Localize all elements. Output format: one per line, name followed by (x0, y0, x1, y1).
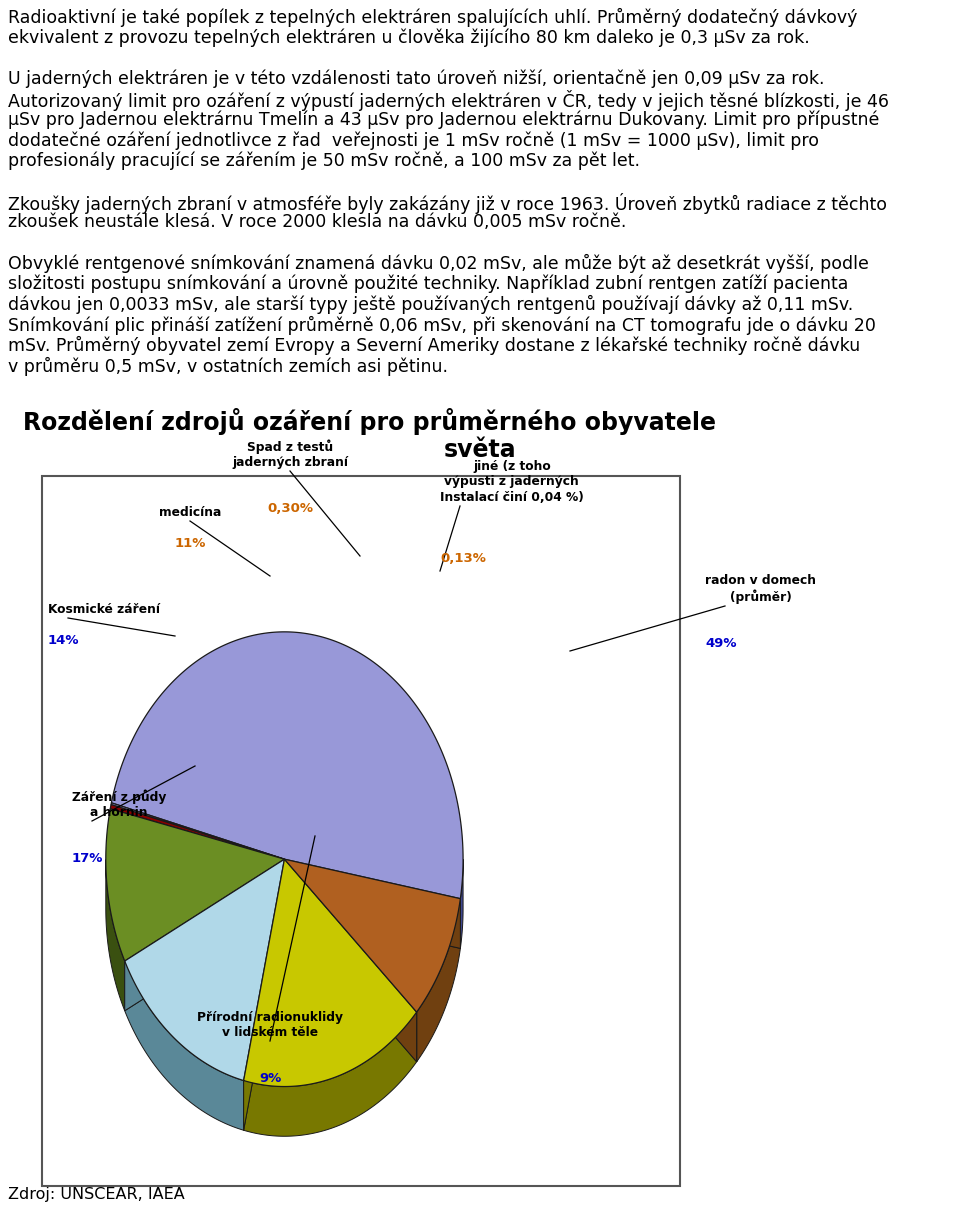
Polygon shape (111, 632, 463, 899)
Text: Snímkování plic přináší zatížení průměrně 0,06 mSv, při skenování na CT tomograf: Snímkování plic přináší zatížení průměrn… (8, 315, 876, 334)
Text: mSv. Průměrný obyvatel zemí Evropy a Severní Ameriky dostane z lékařské techniky: mSv. Průměrný obyvatel zemí Evropy a Sev… (8, 336, 860, 355)
Polygon shape (106, 809, 284, 961)
Polygon shape (284, 860, 417, 1062)
Text: Přírodní radionuklidy
v lidském těle: Přírodní radionuklidy v lidském těle (197, 1010, 343, 1038)
Text: Zdroj: UNSCEAR, IAEA: Zdroj: UNSCEAR, IAEA (8, 1187, 184, 1201)
Text: 11%: 11% (175, 537, 205, 550)
Polygon shape (125, 961, 244, 1130)
Text: 0,13%: 0,13% (440, 552, 486, 565)
Text: Zkoušky jaderných zbraní v atmosféře byly zakázány již v roce 1963. Úroveň zbytk: Zkoušky jaderných zbraní v atmosféře byl… (8, 192, 887, 214)
Text: dodatečné ozáření jednotlivce z řad  veřejnosti je 1 mSv ročně (1 mSv = 1000 μSv: dodatečné ozáření jednotlivce z řad veře… (8, 131, 819, 150)
Text: μSv pro Jadernou elektrárnu Tmelín a 43 μSv pro Jadernou elektrárnu Dukovany. Li: μSv pro Jadernou elektrárnu Tmelín a 43 … (8, 111, 879, 129)
Text: dávkou jen 0,0033 mSv, ale starší typy ještě používaných rentgenů používají dávk: dávkou jen 0,0033 mSv, ale starší typy j… (8, 295, 853, 314)
Polygon shape (284, 860, 461, 948)
Text: Rozdělení zdrojů ozáření pro průměrného obyvatele: Rozdělení zdrojů ozáření pro průměrného … (23, 407, 716, 435)
Polygon shape (284, 860, 417, 1062)
Text: Radioaktivní je také popílek z tepelných elektráren spalujících uhlí. Průměrný d: Radioaktivní je také popílek z tepelných… (8, 9, 857, 27)
Text: složitosti postupu snímkování a úrovně použité techniky. Například zubní rentgen: složitosti postupu snímkování a úrovně p… (8, 275, 849, 293)
Text: 9%: 9% (259, 1073, 281, 1085)
Text: ekvivalent z provozu tepelných elektráren u člověka žijícího 80 km daleko je 0,3: ekvivalent z provozu tepelných elektráre… (8, 28, 809, 47)
Polygon shape (125, 860, 284, 1010)
Text: jiné (z toho
výpusti z jaderných
Instalací činí 0,04 %): jiné (z toho výpusti z jaderných Instala… (440, 460, 584, 503)
Text: Spad z testů
jaderných zbraní: Spad z testů jaderných zbraní (232, 439, 348, 469)
Polygon shape (110, 805, 284, 860)
Text: Záření z půdy
a hornin: Záření z půdy a hornin (72, 789, 166, 820)
Polygon shape (244, 1012, 417, 1136)
Text: v průměru 0,5 mSv, v ostatních zemích asi pětinu.: v průměru 0,5 mSv, v ostatních zemích as… (8, 356, 448, 376)
Text: Kosmické záření: Kosmické záření (48, 603, 160, 617)
Polygon shape (244, 860, 417, 1087)
Bar (42, 475, 680, 1186)
Text: světa: světa (444, 438, 516, 462)
Polygon shape (461, 860, 463, 948)
Text: zkoušek neustále klesá. V roce 2000 klesla na dávku 0,005 mSv ročně.: zkoušek neustále klesá. V roce 2000 kles… (8, 213, 626, 231)
Text: 14%: 14% (48, 634, 80, 647)
Text: profesionály pracující se zářením je 50 mSv ročně, a 100 mSv za pět let.: profesionály pracující se zářením je 50 … (8, 152, 640, 170)
Polygon shape (417, 899, 461, 1062)
Polygon shape (244, 860, 284, 1130)
Text: U jaderných elektráren je v této vzdálenosti tato úroveň nižší, orientačně jen 0: U jaderných elektráren je v této vzdálen… (8, 69, 825, 88)
Polygon shape (125, 860, 284, 1081)
Text: radon v domech
(průměr): radon v domech (průměr) (705, 574, 816, 604)
Polygon shape (111, 803, 284, 860)
Text: 49%: 49% (705, 637, 736, 651)
Text: 17%: 17% (72, 852, 104, 865)
Polygon shape (284, 860, 461, 948)
Text: Obvyklé rentgenové snímkování znamená dávku 0,02 mSv, ale může být až desetkrát : Obvyklé rentgenové snímkování znamená dá… (8, 254, 869, 274)
Polygon shape (284, 860, 461, 1012)
Text: medicína: medicína (158, 506, 221, 519)
Text: Autorizovaný limit pro ozáření z výpustí jaderných elektráren v ČR, tedy v jejic: Autorizovaný limit pro ozáření z výpustí… (8, 90, 889, 111)
Polygon shape (244, 860, 284, 1130)
Polygon shape (125, 860, 284, 1010)
Polygon shape (106, 860, 125, 1010)
Text: 0,30%: 0,30% (267, 502, 313, 516)
